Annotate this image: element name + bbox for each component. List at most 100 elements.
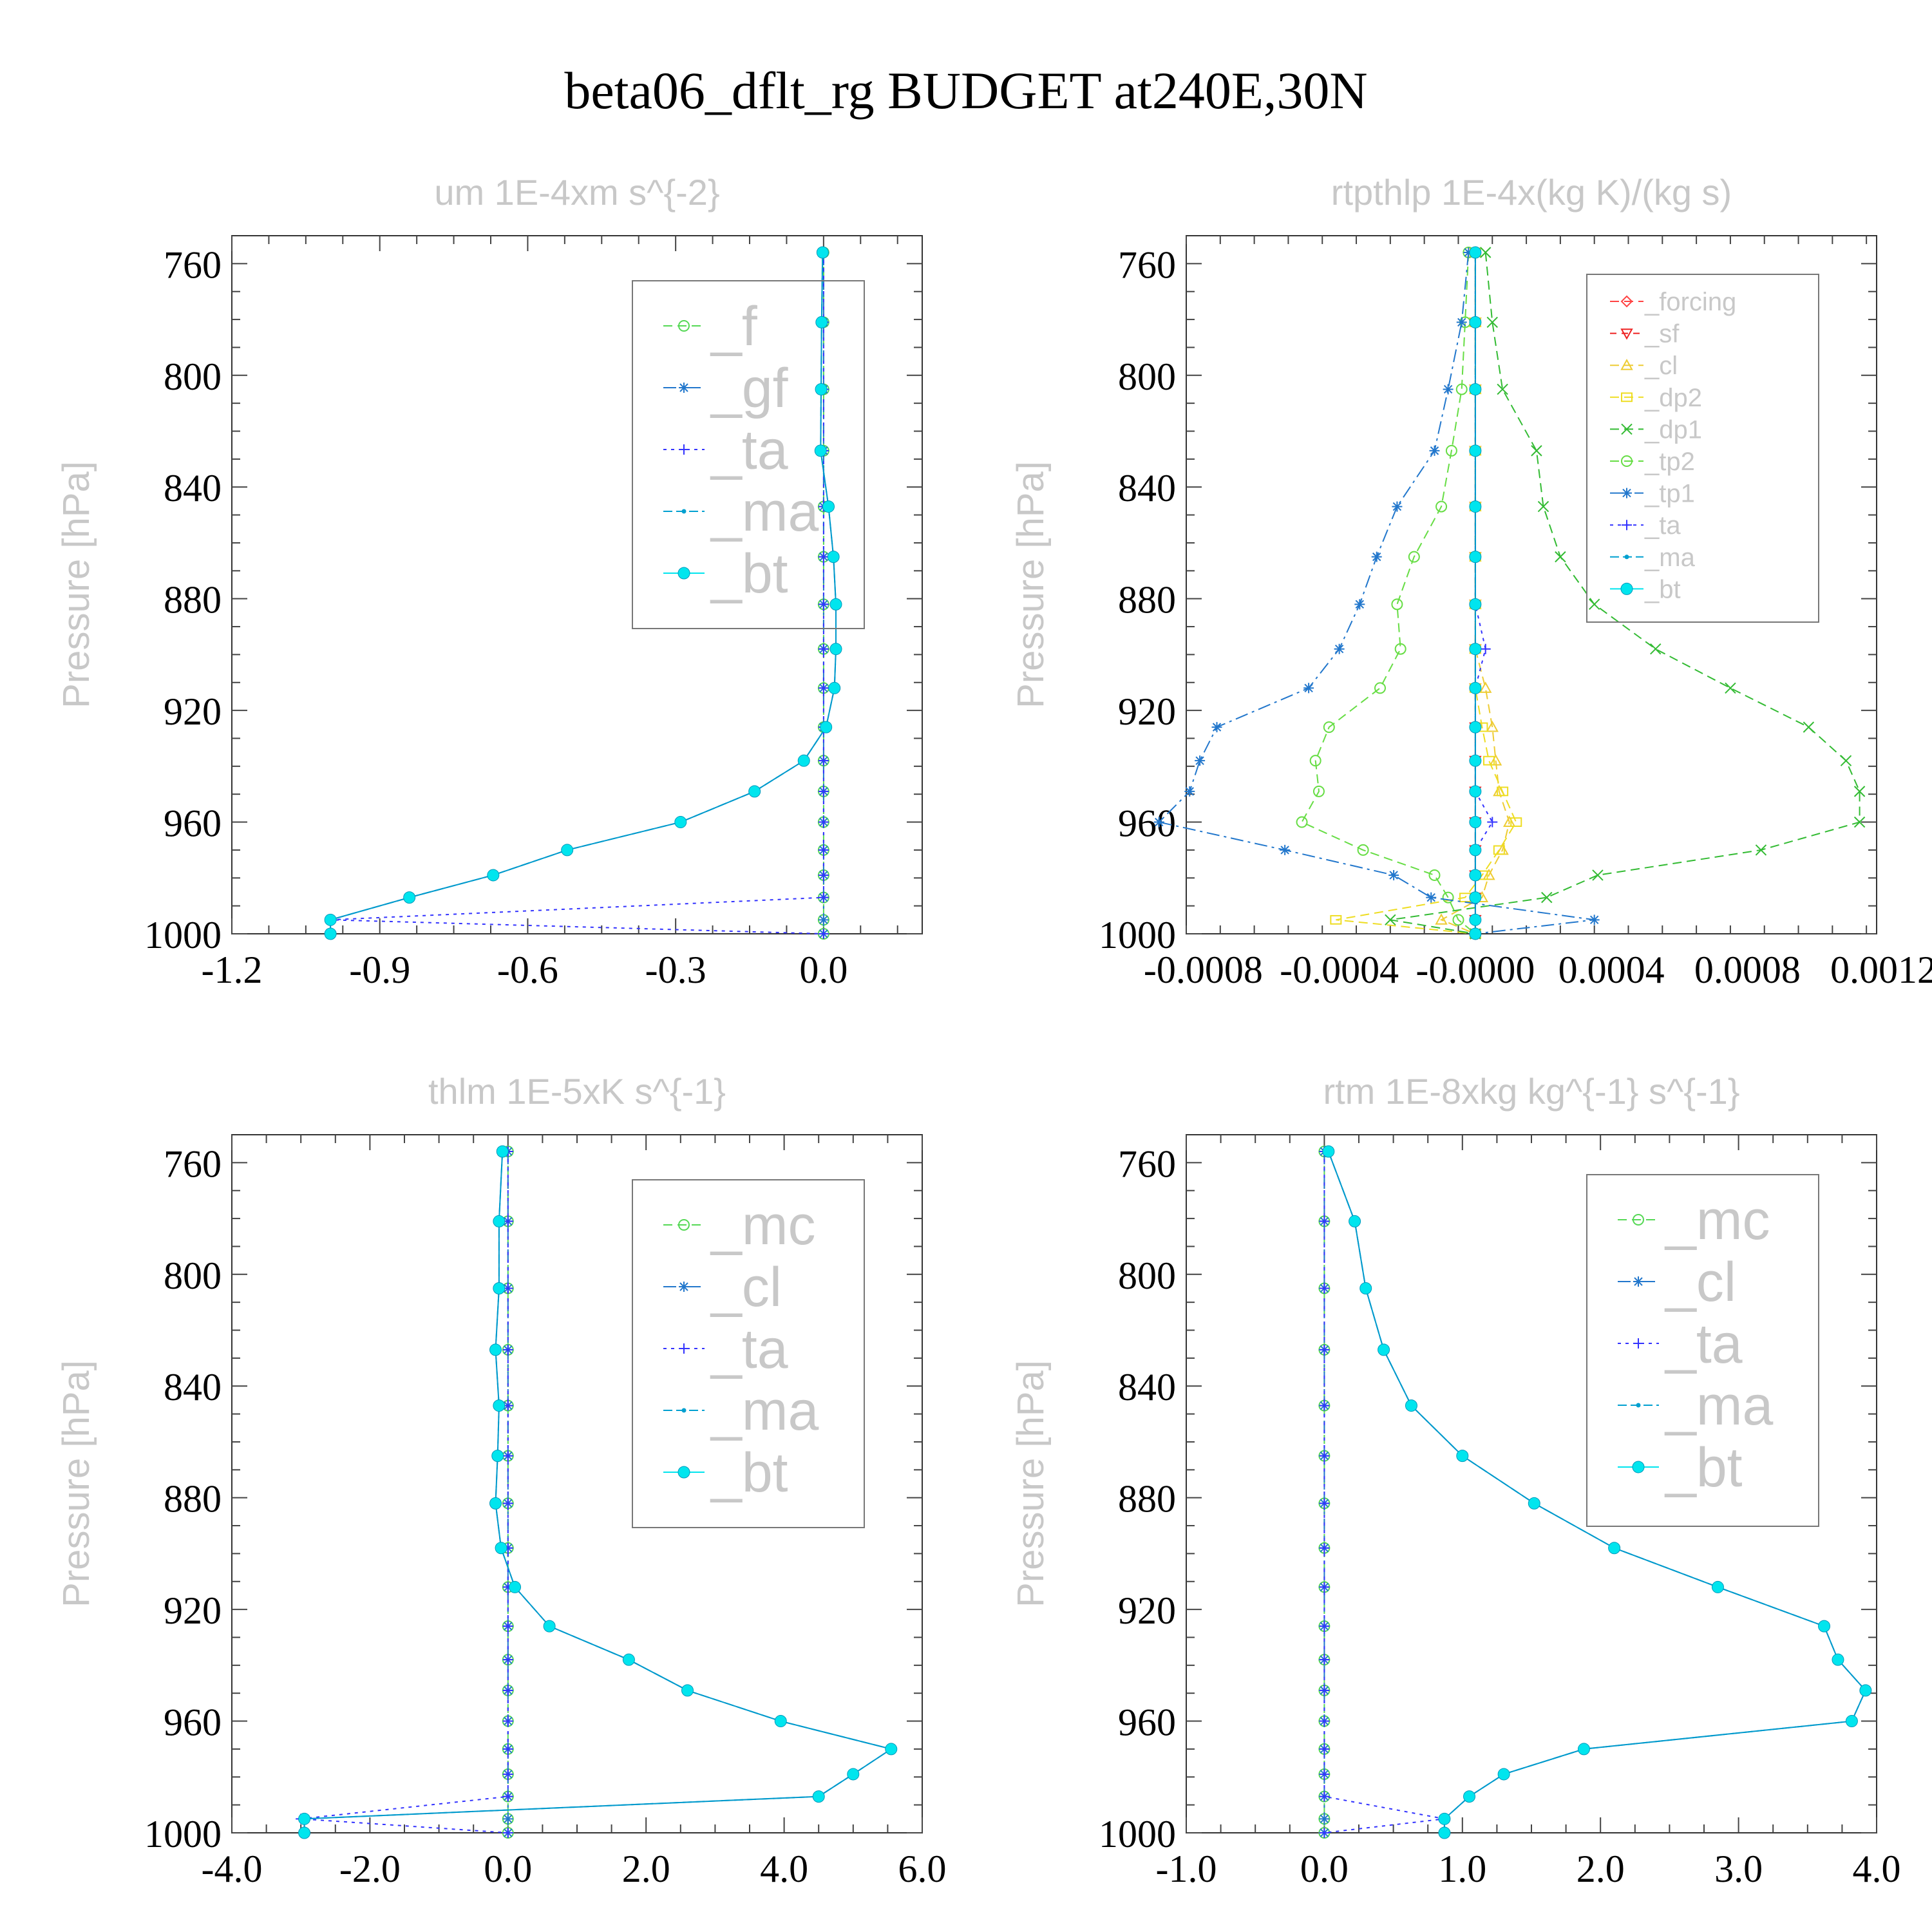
y-tick-label: 800 [1118, 355, 1176, 398]
legend-label: _cl [1664, 1251, 1736, 1313]
data-point [1319, 1621, 1330, 1632]
data-point [820, 721, 833, 734]
legend-label: _bt [710, 543, 788, 605]
legend: _mc_cl_ta_ma_bt [632, 1179, 865, 1528]
data-point [502, 1344, 513, 1355]
data-point [818, 817, 829, 828]
x-tick-label: 0.0008 [1694, 949, 1801, 991]
data-point [509, 1580, 522, 1593]
series-line [1327, 1151, 1866, 1833]
data-point [491, 1450, 504, 1463]
data-point [1555, 551, 1566, 563]
legend-item-ma: _ma [1610, 544, 1696, 572]
series-line [1336, 252, 1517, 934]
series-bt [1322, 1145, 1872, 1839]
data-point [1309, 755, 1321, 767]
data-point [1469, 816, 1482, 829]
plot-frame [1186, 1134, 1877, 1833]
data-point [1456, 317, 1467, 328]
data-point [1510, 817, 1522, 827]
data-point [502, 1450, 513, 1461]
data-point [1319, 1685, 1330, 1696]
y-tick-label: 1000 [144, 1813, 222, 1855]
legend-item-ta: _ta [663, 1318, 788, 1380]
data-point [818, 844, 829, 855]
y-tick-label: 880 [164, 1478, 222, 1520]
y-tick-label: 920 [1118, 1589, 1176, 1632]
data-point [1323, 721, 1335, 734]
panel-title: thlm 1E-5xK s^{-1} [428, 1071, 726, 1112]
x-tick-label: -1.0 [1156, 1848, 1217, 1890]
data-point [489, 1343, 502, 1356]
data-point [1537, 500, 1549, 513]
legend-item-ma: _ma [1618, 1375, 1773, 1437]
data-point [1497, 786, 1509, 797]
legend-label: _gf [710, 357, 789, 419]
legend-item-gf: _gf [663, 357, 789, 419]
series-tp2 [1296, 247, 1481, 940]
legend-label: _sf [1644, 320, 1680, 348]
legend-item-mc: _mc [1618, 1189, 1770, 1251]
x-tick-label: 0.0 [1300, 1848, 1349, 1890]
data-point [818, 869, 829, 880]
legend: _f_gf_ta_ma_bt [632, 280, 865, 629]
legend-swatch-marker [1620, 295, 1633, 308]
data-point [1493, 845, 1505, 855]
data-point [502, 1828, 513, 1838]
data-point [1319, 1498, 1330, 1509]
data-point [774, 1715, 787, 1728]
x-tick-label: 0.0 [484, 1848, 532, 1890]
data-point [1469, 246, 1482, 259]
data-point [489, 1497, 502, 1510]
legend-label: _f [710, 296, 758, 357]
series-bt [324, 246, 842, 940]
data-point [1319, 1216, 1330, 1227]
legend-label: _ma [710, 481, 819, 543]
x-tick-label: 4.0 [1853, 1848, 1901, 1890]
series-ta [296, 1146, 513, 1838]
legend-item-ma: _ma [663, 1380, 819, 1442]
data-point [847, 1768, 860, 1781]
legend-item-ta: _ta [663, 419, 788, 481]
data-point [502, 1685, 513, 1696]
data-point [502, 1743, 513, 1754]
x-tick-label: -0.0004 [1280, 949, 1399, 991]
data-point [1334, 643, 1345, 654]
legend-swatch-marker [1620, 328, 1633, 340]
data-point [543, 1620, 556, 1633]
data-point [1650, 643, 1662, 655]
legend-swatch-marker [1633, 1338, 1643, 1349]
data-point [1443, 384, 1454, 395]
panel-title: um 1E-4xm s^{-2} [434, 172, 719, 213]
data-point [1859, 1684, 1872, 1697]
data-point [1469, 444, 1482, 457]
x-tick-label: 0.0004 [1558, 949, 1665, 991]
legend-swatch-marker [1633, 1214, 1644, 1226]
data-point [814, 444, 827, 457]
series-ta [1470, 247, 1498, 939]
data-point [885, 1743, 898, 1756]
legend-label: _mc [710, 1195, 815, 1256]
legend-swatch-marker [678, 320, 690, 332]
x-tick-label: 6.0 [898, 1848, 947, 1890]
data-point [1296, 816, 1308, 828]
data-point [1469, 721, 1482, 734]
y-tick-label: 880 [164, 579, 222, 621]
data-point [1711, 1580, 1724, 1593]
data-point [1408, 551, 1420, 563]
x-tick-label: 2.0 [622, 1848, 670, 1890]
data-point [1456, 1450, 1469, 1463]
data-point [1853, 816, 1866, 828]
data-point [1319, 1743, 1330, 1754]
data-point [681, 1684, 694, 1697]
x-tick-label: 0.0 [799, 949, 848, 991]
data-point [1438, 1826, 1451, 1839]
data-point [1489, 754, 1502, 766]
data-point [496, 1145, 509, 1158]
legend-swatch-marker [681, 1408, 687, 1413]
series-dp2 [1330, 247, 1522, 939]
data-point [1592, 869, 1604, 881]
legend-swatch-marker [1622, 520, 1632, 531]
data-point [1374, 682, 1387, 694]
